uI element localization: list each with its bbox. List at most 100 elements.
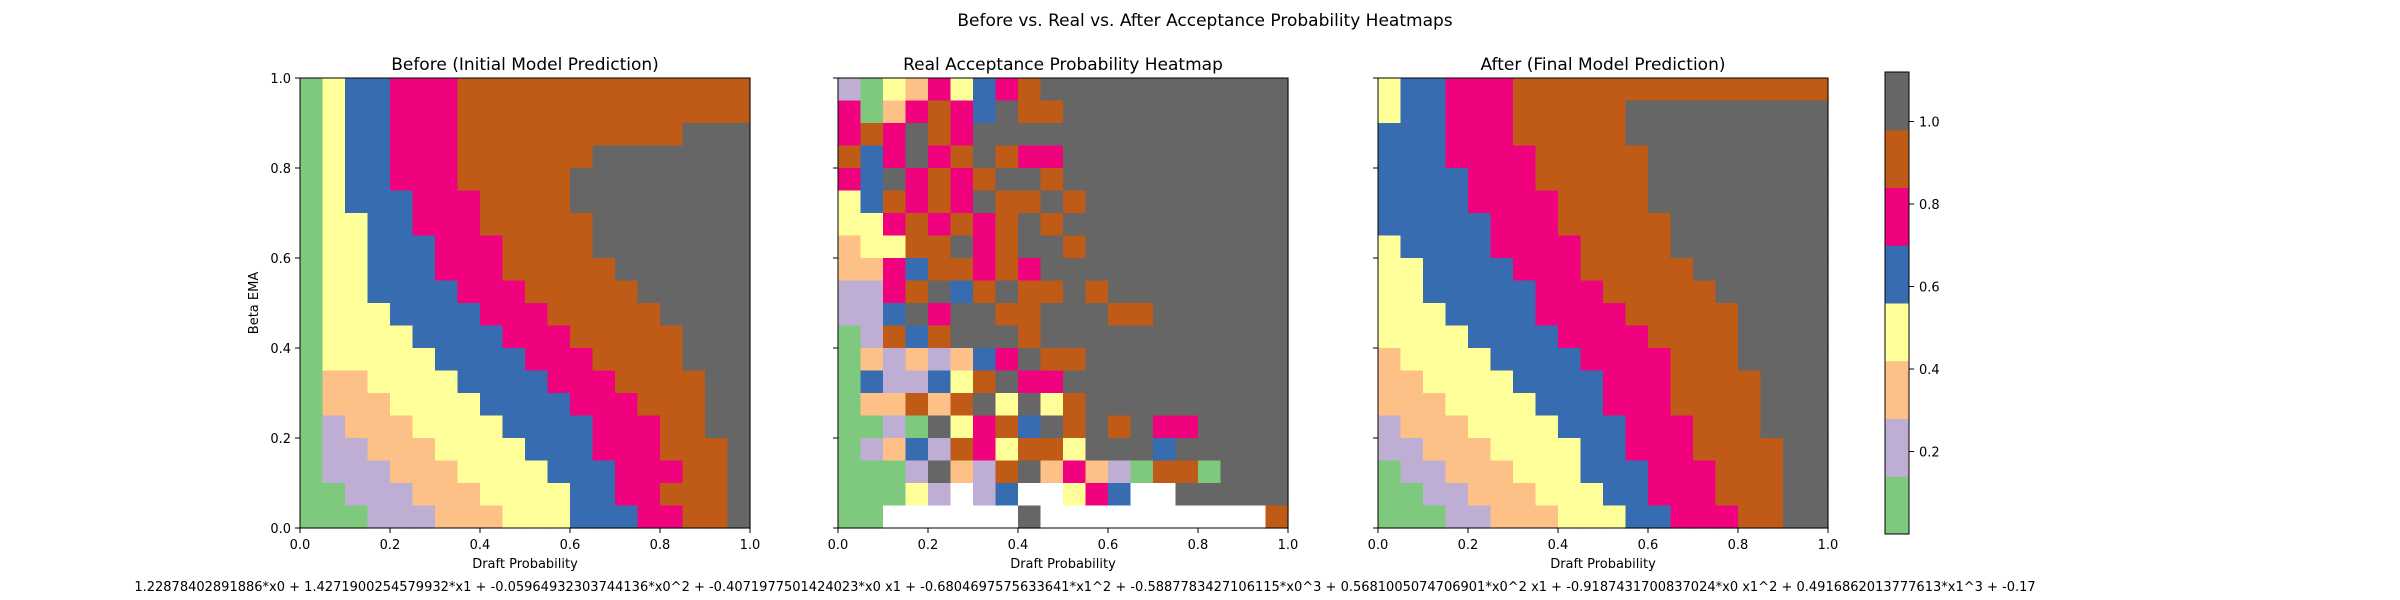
- heatmap-cell: [1625, 235, 1649, 259]
- heatmap-cell: [570, 258, 594, 282]
- before-heatmap-xlabel: Draft Probability: [472, 557, 578, 572]
- heatmap-cell: [1198, 415, 1222, 439]
- heatmap-cell: [1445, 190, 1469, 214]
- heatmap-cell: [1063, 280, 1087, 304]
- heatmap-cell: [1783, 460, 1807, 484]
- heatmap-cell: [1265, 145, 1289, 169]
- heatmap-cell: [1220, 78, 1244, 102]
- heatmap-cell: [300, 483, 324, 507]
- heatmap-cell: [727, 393, 751, 417]
- heatmap-cell: [1423, 190, 1447, 214]
- heatmap-cell: [592, 190, 616, 214]
- heatmap-cell: [860, 213, 884, 237]
- heatmap-cell: [1400, 393, 1424, 417]
- heatmap-cell: [1040, 235, 1064, 259]
- heatmap-cell: [1805, 370, 1829, 394]
- heatmap-cell: [1220, 415, 1244, 439]
- heatmap-cell: [1445, 100, 1469, 124]
- heatmap-cell: [1603, 460, 1627, 484]
- heatmap-cell: [905, 415, 929, 439]
- colorbar-segment: [1885, 476, 1909, 535]
- heatmap-cell: [660, 190, 684, 214]
- heatmap-cell: [1580, 168, 1604, 192]
- heatmap-cell: [390, 393, 414, 417]
- heatmap-cell: [547, 168, 571, 192]
- heatmap-cell: [1670, 213, 1694, 237]
- heatmap-cell: [1693, 438, 1717, 462]
- heatmap-cell: [660, 78, 684, 102]
- heatmap-cell: [1108, 303, 1132, 327]
- heatmap-cell: [1153, 258, 1177, 282]
- heatmap-cell: [905, 213, 929, 237]
- heatmap-cell: [457, 505, 481, 529]
- heatmap-cell: [1063, 505, 1087, 529]
- heatmap-cell: [1018, 145, 1042, 169]
- heatmap-cell: [1783, 303, 1807, 327]
- heatmap-cell: [1625, 348, 1649, 372]
- heatmap-cell: [883, 100, 907, 124]
- heatmap-cell: [367, 460, 391, 484]
- heatmap-cell: [727, 280, 751, 304]
- heatmap-cell: [345, 235, 369, 259]
- heatmap-cell: [1265, 393, 1289, 417]
- heatmap-cell: [838, 370, 862, 394]
- heatmap-cell: [547, 393, 571, 417]
- heatmap-cell: [883, 213, 907, 237]
- heatmap-cell: [1760, 370, 1784, 394]
- heatmap-cell: [1400, 168, 1424, 192]
- heatmap-cell: [1603, 483, 1627, 507]
- heatmap-cell: [1243, 235, 1267, 259]
- heatmap-cell: [1243, 460, 1267, 484]
- after-heatmap-panel: After (Final Model Prediction) 0.0 0.2 0.4…: [1368, 55, 1839, 572]
- heatmap-cell: [905, 483, 929, 507]
- heatmap-cell: [1760, 393, 1784, 417]
- heatmap-cell: [1535, 190, 1559, 214]
- heatmap-cell: [1265, 325, 1289, 349]
- heatmap-cell: [300, 145, 324, 169]
- heatmap-cell: [1648, 460, 1672, 484]
- heatmap-cell: [1580, 393, 1604, 417]
- heatmap-cell: [1220, 505, 1244, 529]
- heatmap-cell: [1490, 258, 1514, 282]
- heatmap-cell: [1513, 258, 1537, 282]
- heatmap-cell: [1648, 78, 1672, 102]
- heatmap-cell: [1378, 325, 1402, 349]
- heatmap-cell: [1603, 505, 1627, 529]
- heatmap-cell: [525, 235, 549, 259]
- heatmap-cell: [1175, 100, 1199, 124]
- heatmap-cell: [660, 325, 684, 349]
- heatmap-cell: [390, 325, 414, 349]
- heatmap-cell: [1400, 280, 1424, 304]
- heatmap-cell: [660, 123, 684, 147]
- heatmap-cell: [1130, 415, 1154, 439]
- heatmap-cell: [1603, 145, 1627, 169]
- colorbar-tick-label: 0.4: [1919, 363, 1940, 378]
- heatmap-cell: [1018, 168, 1042, 192]
- heatmap-cell: [457, 483, 481, 507]
- heatmap-cell: [592, 370, 616, 394]
- heatmap-cell: [457, 123, 481, 147]
- heatmap-cell: [1648, 325, 1672, 349]
- heatmap-cell: [367, 235, 391, 259]
- heatmap-cell: [727, 303, 751, 327]
- heatmap-cell: [928, 303, 952, 327]
- heatmap-cell: [1130, 213, 1154, 237]
- heatmap-cell: [1423, 258, 1447, 282]
- heatmap-cell: [1580, 235, 1604, 259]
- heatmap-cell: [1670, 505, 1694, 529]
- heatmap-cell: [950, 168, 974, 192]
- heatmap-cell: [727, 235, 751, 259]
- heatmap-cell: [1738, 325, 1762, 349]
- heatmap-cell: [592, 100, 616, 124]
- heatmap-cell: [1535, 235, 1559, 259]
- heatmap-cell: [1175, 325, 1199, 349]
- heatmap-cell: [1108, 190, 1132, 214]
- heatmap-cell: [1513, 438, 1537, 462]
- heatmap-cell: [1580, 325, 1604, 349]
- heatmap-cell: [950, 235, 974, 259]
- colorbar-tick-label: 1.0: [1919, 116, 1940, 131]
- heatmap-cell: [1085, 483, 1109, 507]
- heatmap-cell: [928, 348, 952, 372]
- heatmap-cell: [1760, 145, 1784, 169]
- heatmap-cell: [1490, 123, 1514, 147]
